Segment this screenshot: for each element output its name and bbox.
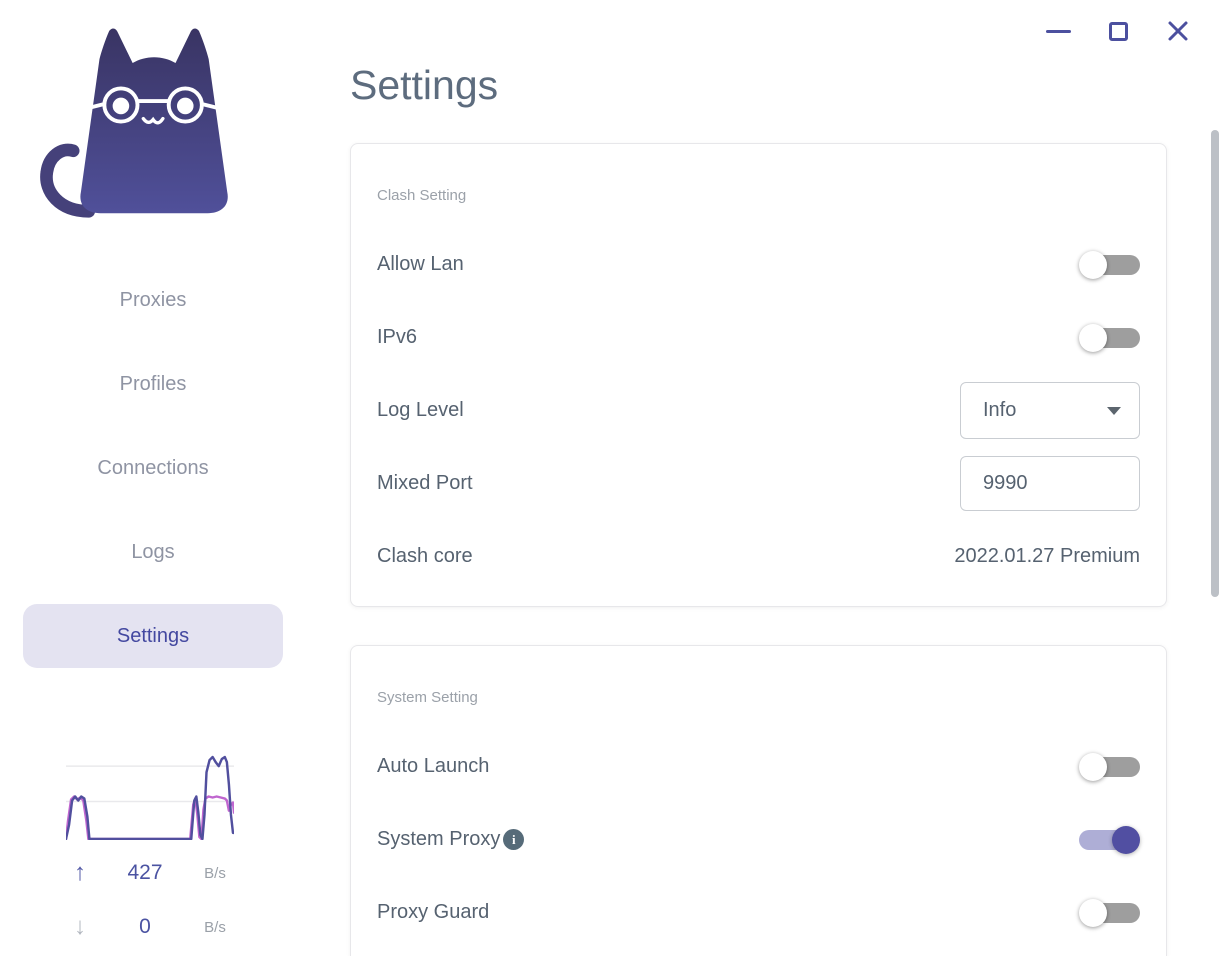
upload-stat-row: ↑ 427 B/s [60,846,242,900]
setting-row-system-proxy: System Proxy i [377,803,1140,876]
allow-lan-toggle[interactable] [1079,250,1140,279]
row-label: Mixed Port [377,472,473,494]
download-value: 0 [139,915,151,938]
log-level-selected-value: Info [983,399,1017,421]
system-setting-card: System Setting Auto Launch System Proxy … [350,645,1167,956]
cat-mouth [141,116,165,125]
row-label: System Proxy i [377,828,525,851]
setting-row-mixed-port: Mixed Port [377,447,1140,520]
toggle-thumb [1112,825,1140,854]
setting-row-ipv6: IPv6 [377,301,1140,374]
close-button[interactable] [1166,19,1190,43]
row-label: Log Level [377,399,464,421]
toggle-thumb [1079,250,1107,279]
maximize-icon [1109,21,1128,41]
download-stat-row: ↓ 0 B/s [60,900,242,954]
row-label-text: System Proxy [377,828,501,850]
toggle-thumb [1079,752,1107,781]
download-arrow-icon: ↓ [74,913,86,940]
sidebar-item-label: Proxies [119,288,187,311]
sidebar-item-label: Settings [116,624,190,647]
row-label: Auto Launch [377,755,490,777]
sidebar-item-settings[interactable]: Settings [23,604,283,668]
proxy-guard-toggle[interactable] [1079,898,1140,927]
row-label: Proxy Guard [377,901,490,923]
row-label: IPv6 [377,326,418,348]
cat-glasses [88,86,218,124]
setting-row-log-level: Log Level Info [377,374,1140,447]
setting-row-proxy-guard: Proxy Guard [377,876,1140,949]
toggle-thumb [1079,323,1107,352]
sidebar-item-label: Logs [131,540,175,563]
app-logo-cat-icon [40,28,228,218]
info-icon[interactable]: i [503,829,525,850]
log-level-select[interactable]: Info [960,382,1140,439]
section-label: System Setting [377,688,478,706]
sidebar-item-label: Profiles [119,372,187,395]
traffic-stats: ↑ 427 B/s ↓ 0 B/s [60,846,242,954]
row-label: Allow Lan [377,253,464,275]
sidebar-nav: Proxies Profiles Connections Logs Settin… [23,268,283,688]
setting-row-clash-core: Clash core 2022.01.27 Premium [377,520,1140,593]
upload-value: 427 [127,861,163,884]
mixed-port-input[interactable] [960,456,1140,511]
cat-tail [40,143,96,218]
scrollbar-thumb[interactable] [1211,130,1219,597]
toggle-thumb [1079,898,1107,927]
upload-unit: B/s [204,864,226,882]
cat-eye-left [112,97,130,115]
download-unit: B/s [204,918,226,936]
upload-arrow-icon: ↑ [74,859,86,886]
page-title: Settings [350,62,499,108]
sidebar-item-connections[interactable]: Connections [23,436,283,500]
setting-row-auto-launch: Auto Launch [377,730,1140,803]
section-label: Clash Setting [377,186,467,204]
traffic-chart [66,755,234,840]
chevron-down-icon [1107,406,1121,415]
close-icon [1168,21,1188,41]
maximize-button[interactable] [1109,21,1128,41]
system-proxy-toggle[interactable] [1079,825,1140,854]
clash-setting-card: Clash Setting Allow Lan IPv6 Log Level [350,143,1167,607]
setting-row-allow-lan: Allow Lan [377,228,1140,301]
window-controls [1046,16,1190,46]
sidebar-item-label: Connections [97,456,209,479]
sidebar-item-logs[interactable]: Logs [23,520,283,584]
sidebar-item-profiles[interactable]: Profiles [23,352,283,416]
auto-launch-toggle[interactable] [1079,752,1140,781]
minimize-icon [1046,29,1071,33]
minimize-button[interactable] [1046,29,1071,33]
sidebar-item-proxies[interactable]: Proxies [23,268,283,332]
row-label: Clash core [377,545,473,567]
cat-eye-right [176,97,194,115]
ipv6-toggle[interactable] [1079,323,1140,352]
clash-core-version: 2022.01.27 Premium [954,545,1140,567]
